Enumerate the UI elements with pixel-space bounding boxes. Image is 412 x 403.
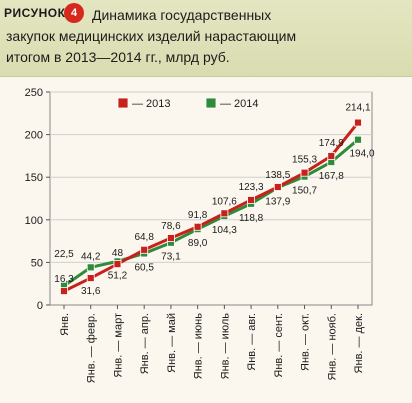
x-tick-label-9: Янв. — окт. (300, 313, 312, 371)
data-label-2014-6: 104,3 (212, 225, 237, 236)
figure-number-badge: 4 (64, 3, 84, 23)
data-label-2013-6: 107,6 (212, 196, 237, 207)
data-label-2014-7: 118,8 (239, 213, 264, 224)
data-label-2013-7: 123,3 (239, 182, 264, 193)
y-tick-label-3: 150 (25, 172, 43, 184)
point-2013-2 (113, 260, 122, 269)
data-label-2014-3: 60,5 (134, 262, 154, 273)
point-2013-5 (193, 222, 202, 231)
y-tick-label-2: 100 (25, 215, 43, 227)
point-2013-3 (140, 245, 149, 254)
data-label-2013-0: 16,3 (54, 274, 74, 285)
point-2013-6 (220, 209, 229, 218)
figure-title-line1: Динамика государственных (92, 7, 272, 23)
figure-header: РИСУНОК 4 Динамика государственных закуп… (0, 0, 412, 77)
x-tick-label-8: Янв. — сент. (273, 313, 285, 378)
point-2013-11 (354, 118, 362, 127)
plot-background (0, 77, 412, 403)
data-label-2014-1: 44,2 (81, 251, 101, 262)
data-label-2013-2: 48 (112, 248, 124, 259)
figure-title: Динамика государственных закупок медицин… (6, 5, 392, 68)
data-label-2014-2: 51,2 (108, 270, 128, 281)
x-tick-label-2: Янв. — март (112, 313, 124, 378)
y-tick-label-5: 250 (25, 87, 43, 99)
data-label-2014-0: 22,5 (54, 249, 74, 260)
data-label-2014-8: 137,9 (265, 197, 290, 208)
series-line-2014 (63, 138, 359, 288)
data-label-2014-4: 73,1 (161, 252, 181, 263)
x-tick-label-3: Янв. — апр. (139, 313, 151, 374)
figure-title-line3: итогом в 2013—2014 гг., млрд руб. (6, 49, 230, 65)
data-label-2013-4: 78,6 (161, 221, 181, 232)
data-label-2013-8: 138,5 (265, 170, 290, 181)
data-label-2013-3: 64,8 (134, 232, 154, 243)
point-2013-8 (273, 183, 282, 191)
legend-label-2013: — 2013 (132, 98, 171, 110)
y-tick-label-1: 50 (31, 257, 43, 269)
data-label-2014-5: 89,0 (188, 238, 208, 249)
point-2013-9 (300, 168, 309, 177)
point-2014-1 (86, 263, 95, 272)
x-tick-label-10: Янв. — нояб. (326, 313, 338, 381)
point-2013-10 (327, 152, 336, 160)
data-label-2014-9: 150,7 (292, 186, 317, 197)
figure-title-line2: закупок медицинских изделий нарастающим (6, 28, 297, 44)
point-2013-4 (167, 234, 175, 242)
x-tick-label-7: Янв. — авг. (246, 313, 258, 371)
x-tick-label-11: Янв. — дек. (353, 313, 365, 373)
data-label-2013-10: 174,9 (319, 138, 344, 149)
x-tick-label-4: Янв. — май (166, 313, 178, 373)
x-tick-label-1: Янв. — февр. (86, 313, 98, 383)
data-label-2013-11: 214,1 (345, 103, 370, 114)
x-tick-label-0: Янв. (59, 313, 71, 336)
legend-label-2014: — 2014 (220, 98, 259, 110)
figure-label: РИСУНОК (4, 6, 66, 20)
legend-swatch-2013 (117, 97, 129, 109)
data-label-2014-10: 167,8 (319, 171, 344, 182)
point-2013-7 (247, 196, 255, 204)
legend-swatch-2014 (205, 97, 217, 109)
data-label-2013-5: 91,8 (188, 210, 208, 221)
y-tick-label-4: 200 (25, 130, 43, 142)
x-tick-label-5: Янв. — июнь (193, 313, 205, 380)
series-line-2013 (63, 121, 360, 293)
point-2013-1 (86, 274, 95, 282)
point-2014-11 (354, 135, 362, 144)
x-tick-label-6: Янв. — июль (219, 313, 231, 380)
data-label-2014-11: 194,0 (349, 149, 374, 160)
data-label-2013-9: 155,3 (292, 155, 317, 166)
data-label-2013-1: 31,6 (81, 286, 101, 297)
point-2013-0 (60, 287, 68, 296)
y-tick-label-0: 0 (37, 300, 43, 312)
